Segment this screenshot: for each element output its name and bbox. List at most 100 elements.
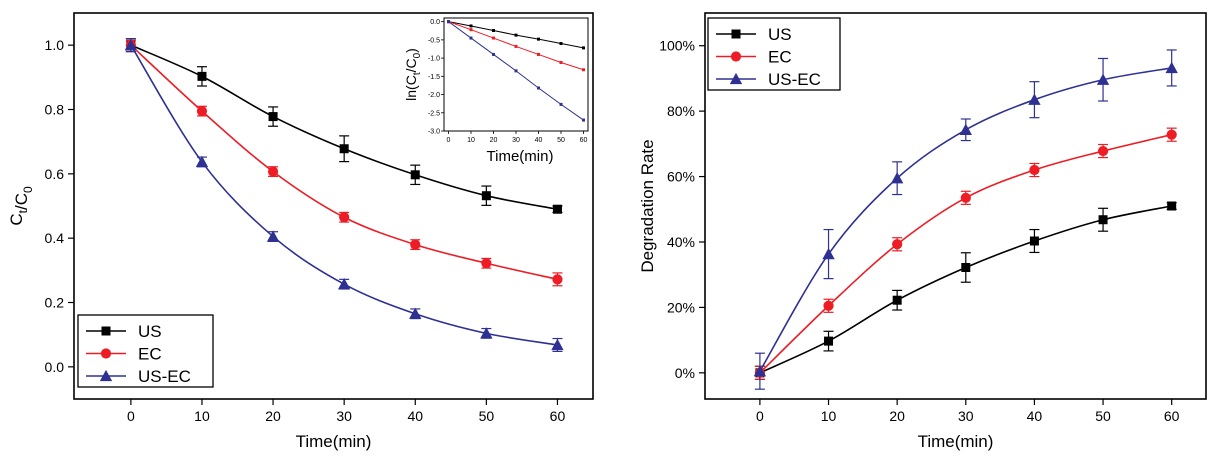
inset-y-tick-label: -2.5	[428, 110, 440, 117]
y-tick-label: 20%	[667, 299, 695, 315]
y-axis-label: Ct/C0	[7, 186, 35, 226]
data-point	[552, 204, 562, 214]
legend-label: EC	[768, 48, 792, 67]
y-tick-label: 0.2	[45, 295, 65, 311]
data-point	[480, 327, 493, 339]
inset-x-tick-label: 40	[535, 137, 543, 144]
data-point	[197, 71, 207, 81]
inset-y-axis-label-part: 0	[412, 52, 423, 58]
inset-data-point	[559, 42, 563, 46]
data-point	[1167, 201, 1177, 211]
legend-marker	[99, 369, 113, 382]
x-axis-label: Time(min)	[918, 432, 994, 451]
inset-data-point	[514, 44, 518, 48]
inset-data-point	[469, 24, 473, 28]
panel-right: 0 10 20 30 40 50 60 0% 20% 40% 60% 80% 100% Time(min)…	[638, 12, 1207, 451]
data-point	[1165, 61, 1178, 74]
legend: US EC US-EC	[707, 17, 841, 91]
x-tick-label: 20	[889, 408, 905, 424]
data-point	[1096, 73, 1110, 85]
x-tick-label: 30	[958, 408, 974, 424]
series-US-EC	[124, 38, 564, 352]
data-point	[267, 166, 279, 177]
x-tick-label: 60	[1164, 408, 1180, 424]
data-point	[753, 365, 767, 377]
data-point	[410, 170, 420, 180]
legend: US EC US-EC	[77, 314, 214, 388]
data-point	[409, 307, 422, 319]
data-point	[124, 38, 138, 51]
inset-y-axis-label-part: t	[412, 72, 423, 75]
y-tick-label: 60%	[667, 169, 695, 185]
inset-data-point	[559, 102, 563, 106]
legend-marker	[730, 51, 742, 62]
inset-y-tick-label: -0.5	[428, 37, 440, 44]
panel-left: 0 10 20 30 40 50 60 0.0 0.2 0.4 0.6 0.8 1.0 Time(min)…	[7, 12, 594, 451]
inset-y-tick-label: -3.0	[428, 129, 440, 136]
y-tick-label: 0.8	[45, 102, 65, 118]
inset-data-point	[537, 86, 540, 90]
y-tick-label: 1.0	[45, 37, 65, 53]
inset-y-tick-label: -1.5	[428, 74, 440, 81]
inset-x-tick-label: 10	[467, 137, 475, 144]
y-axis-label-part: /C	[12, 193, 31, 210]
data-point	[961, 262, 971, 272]
inset-data-point	[469, 36, 473, 40]
y-axis-label-part: 0	[21, 186, 35, 193]
inset-data-point	[582, 46, 585, 50]
inset-y-axis-label: ln(Ct/C0)	[403, 48, 423, 101]
data-point	[1098, 215, 1108, 225]
series-line	[759, 67, 1172, 372]
data-point	[410, 239, 421, 250]
y-tick-label: 40%	[667, 234, 695, 250]
inset-y-axis-label-part: /C	[403, 58, 419, 72]
legend-marker	[729, 72, 743, 85]
inset-data-point	[514, 33, 518, 37]
inset-frame	[443, 17, 589, 132]
legend-label: US-EC	[138, 367, 191, 386]
inset-y-axis-label-part: ln(C	[403, 75, 419, 101]
data-point	[1029, 236, 1039, 246]
x-tick-label: 50	[1095, 408, 1111, 424]
x-tick-label: 20	[265, 408, 281, 424]
data-point	[552, 274, 563, 285]
inset-data-point	[537, 37, 540, 41]
legend-box	[707, 17, 841, 91]
data-point	[1166, 129, 1177, 140]
data-point	[337, 277, 351, 290]
inset-series-EC	[447, 20, 585, 72]
inset-data-point	[514, 69, 518, 73]
data-point	[196, 106, 208, 117]
data-point	[959, 123, 972, 135]
x-tick-label: 60	[550, 408, 566, 424]
legend-marker	[100, 348, 112, 359]
data-point	[960, 192, 971, 203]
inset-data-point	[447, 20, 450, 24]
data-point	[195, 155, 209, 168]
x-axis-label: Time(min)	[296, 432, 372, 451]
inset-data-point	[469, 28, 473, 32]
y-tick-label: 0.6	[45, 166, 65, 182]
x-tick-label: 0	[756, 408, 764, 424]
data-point	[339, 212, 350, 223]
inset-x-tick-label: 50	[557, 137, 565, 144]
data-point	[824, 336, 834, 346]
inset-data-point	[492, 29, 495, 33]
data-point	[481, 191, 491, 201]
data-point	[551, 338, 564, 351]
inset-data-point	[582, 68, 585, 72]
data-point	[481, 258, 492, 269]
legend-label: US	[768, 25, 792, 44]
inset-data-point	[582, 118, 585, 122]
data-point	[1029, 164, 1040, 176]
inset-y-tick-label: 0.0	[430, 19, 440, 26]
data-point	[892, 295, 902, 305]
data-point	[339, 144, 349, 154]
inset: 0 10 20 30 40 50 60 0.0 -0.5 -1.0 -1.5 -2.0 -2.5 -3.0…	[403, 17, 589, 165]
plot-frame	[73, 12, 594, 400]
inset-data-point	[492, 36, 495, 40]
y-tick-label: 0.0	[45, 359, 65, 375]
inset-data-point	[492, 52, 495, 56]
inset-x-axis-label: Time(min)	[487, 148, 554, 165]
